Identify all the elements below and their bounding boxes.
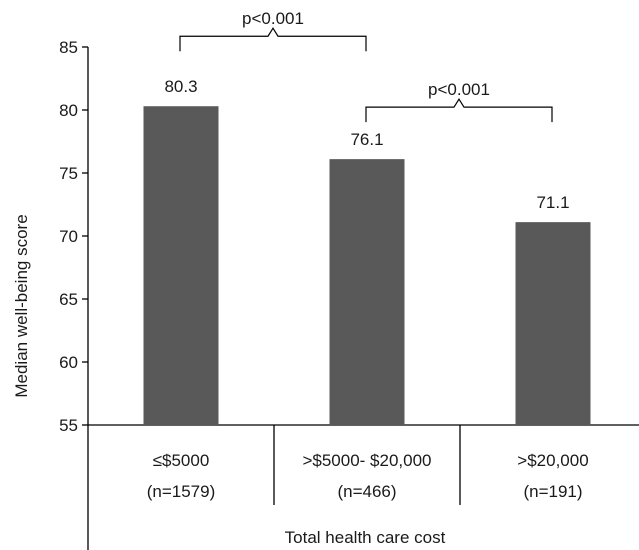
- y-axis-label: Median well-being score: [12, 214, 31, 397]
- y-tick-label: 75: [59, 164, 78, 183]
- y-tick-label: 60: [59, 353, 78, 372]
- y-tick-label: 65: [59, 290, 78, 309]
- y-tick-label: 80: [59, 101, 78, 120]
- y-tick-label: 55: [59, 416, 78, 435]
- x-tick-label: >$20,000: [517, 451, 588, 470]
- x-axis-label: Total health care cost: [285, 528, 446, 547]
- data-label: 71.1: [536, 193, 569, 212]
- x-tick-label-count: (n=466): [337, 482, 396, 501]
- significance-brackets: p<0.001 p<0.001: [179, 9, 553, 123]
- data-label: 76.1: [350, 130, 383, 149]
- bar: [143, 106, 219, 425]
- data-labels: 80.3 76.1 71.1: [164, 77, 569, 212]
- axes: 55 60 65 70 75 80 85 ≤$5000 (n=1579) >$5000- $20,…: [59, 38, 639, 550]
- significance-bracket: [179, 27, 367, 52]
- y-tick-label: 85: [59, 38, 78, 57]
- significance-bracket: [365, 98, 553, 123]
- bars: [143, 106, 591, 425]
- bar: [515, 222, 591, 425]
- x-tick-label: ≤$5000: [153, 451, 210, 470]
- x-tick-label-count: (n=191): [523, 482, 582, 501]
- y-tick-label: 70: [59, 227, 78, 246]
- p-value-label: p<0.001: [242, 9, 304, 28]
- data-label: 80.3: [164, 77, 197, 96]
- x-tick-label: >$5000- $20,000: [302, 451, 431, 470]
- x-tick-label-count: (n=1579): [147, 482, 216, 501]
- bar: [329, 159, 405, 425]
- p-value-label: p<0.001: [428, 80, 490, 99]
